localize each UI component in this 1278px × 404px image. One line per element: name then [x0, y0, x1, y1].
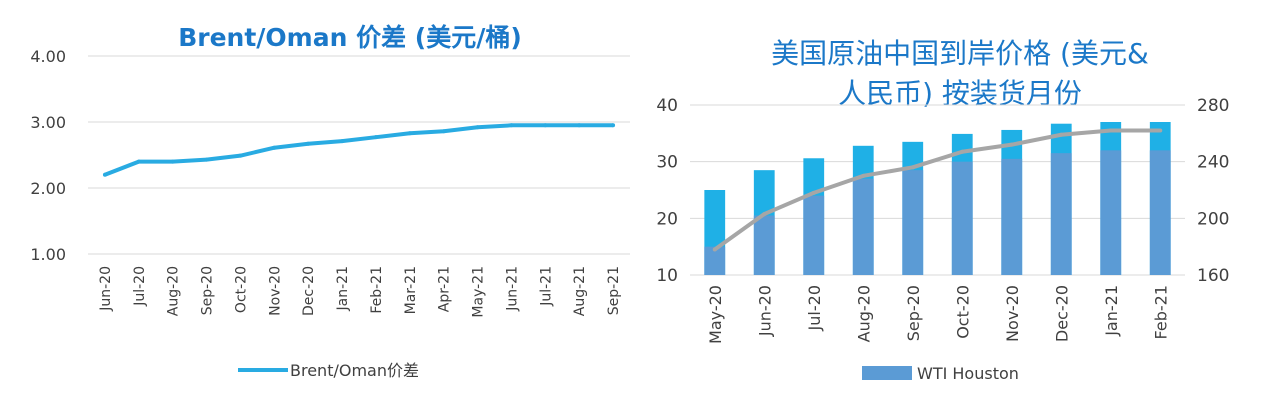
right-chart-title-line1: 美国原油中国到岸价格 (美元& [771, 37, 1149, 70]
bar-inner-segment [852, 178, 874, 275]
left-chart-plot: 1.00 2.00 3.00 4.00 Jun-20 Jul-20 Aug-20 Sep-20… [30, 47, 630, 380]
x-tick-label: Sep-20 [904, 285, 923, 341]
bar-inner-segment [1149, 150, 1171, 275]
x-tick-label: Sep-20 [200, 266, 216, 315]
x-tick-label: Nov-20 [267, 266, 283, 316]
us-crude-china-cif-chart: 美国原油中国到岸价格 (美元& 人民币) 按装货月份 10 20 30 40 160 20… [640, 0, 1278, 404]
data-point [1158, 128, 1163, 133]
x-tick-label: Mar-21 [403, 266, 419, 314]
x-tick-label: Oct-20 [953, 285, 972, 339]
y-left-tick-label: 10 [656, 266, 678, 286]
x-tick-label: May-20 [706, 285, 725, 344]
data-point [960, 149, 965, 154]
data-point [1059, 132, 1064, 137]
bar-inner-segment [1050, 153, 1072, 275]
data-point [577, 123, 582, 128]
x-tick-label: Jul-20 [132, 266, 148, 307]
data-point [170, 159, 175, 164]
y-right-tick-label: 160 [1197, 266, 1229, 286]
legend-label: WTI Houston [917, 364, 1019, 383]
x-tick-label: Jul-21 [538, 266, 554, 307]
data-point [1108, 128, 1113, 133]
x-tick-label: Jun-20 [755, 285, 774, 337]
y-right-tick-label: 240 [1197, 153, 1229, 173]
bar-inner-segment [951, 161, 973, 275]
x-tick-label: Jun-21 [504, 266, 520, 312]
data-point [306, 141, 311, 146]
data-point [712, 247, 717, 252]
y-left-tick-label: 40 [656, 96, 678, 116]
data-point [102, 172, 107, 177]
x-tick-label: Aug-20 [166, 266, 182, 316]
data-point [762, 212, 767, 217]
y-left-tick-label: 20 [656, 209, 678, 229]
x-tick-label: Dec-20 [1052, 285, 1071, 342]
legend-swatch [862, 366, 912, 380]
bar-inner-segment [902, 170, 924, 275]
x-tick-label: Jul-20 [805, 285, 824, 331]
x-tick-label: Jan-21 [335, 266, 351, 311]
legend-label: Brent/Oman价差 [290, 361, 419, 380]
x-tick-label: May-21 [471, 266, 487, 318]
x-tick-label: Aug-20 [854, 285, 873, 342]
data-point [272, 145, 277, 150]
right-chart-plot: 10 20 30 40 160 200 240 280 May-20 Jun-20 Jul-20 Au… [656, 96, 1229, 383]
y-right-tick-label: 280 [1197, 96, 1229, 116]
data-point [1009, 142, 1014, 147]
series-line [104, 123, 614, 177]
data-point [441, 129, 446, 134]
bar-inner-segment [1100, 150, 1122, 275]
data-point [543, 123, 548, 128]
data-point [238, 153, 243, 158]
brent-oman-spread-chart: Brent/Oman 价差 (美元/桶) 1.00 2.00 3.00 4.00 Jun… [30, 23, 630, 380]
x-tick-label: Aug-21 [572, 266, 588, 316]
x-tick-label: Feb-21 [1151, 285, 1170, 339]
x-tick-label: Jun-20 [98, 266, 114, 312]
bar-inner-segment [753, 215, 775, 275]
data-point [475, 125, 480, 130]
data-point [340, 139, 345, 144]
x-tick-label: Nov-20 [1003, 285, 1022, 342]
bar-inner-segment [704, 246, 726, 275]
data-point [811, 190, 816, 195]
data-point [910, 165, 915, 170]
left-chart-title: Brent/Oman 价差 (美元/桶) [178, 23, 522, 52]
data-point [204, 157, 209, 162]
x-tick-label: Dec-20 [301, 266, 317, 316]
y-tick-label: 1.00 [30, 245, 66, 264]
y-tick-label: 4.00 [30, 47, 66, 66]
x-tick-label: Jan-21 [1102, 285, 1121, 337]
x-tick-label: Feb-21 [369, 266, 385, 314]
x-tick-label: Apr-21 [437, 266, 453, 312]
y-tick-label: 3.00 [30, 113, 66, 132]
x-tick-label: Oct-20 [233, 266, 249, 313]
data-point [611, 123, 616, 128]
bar-inner-segment [803, 195, 825, 275]
y-left-tick-label: 30 [656, 153, 678, 173]
data-point [509, 123, 514, 128]
data-point [861, 173, 866, 178]
y-tick-label: 2.00 [30, 179, 66, 198]
data-point [407, 131, 412, 136]
bar-inner-segment [1001, 158, 1023, 275]
y-right-tick-label: 200 [1197, 209, 1229, 229]
data-point [136, 159, 141, 164]
series-line [713, 128, 1161, 252]
x-tick-label: Sep-21 [606, 266, 622, 315]
data-point [373, 135, 378, 140]
